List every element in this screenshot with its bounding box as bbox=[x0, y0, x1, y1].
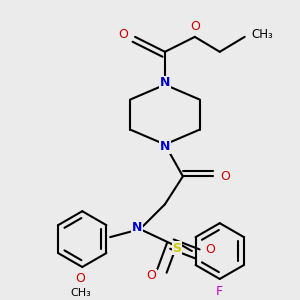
Text: O: O bbox=[146, 269, 156, 283]
Text: N: N bbox=[132, 221, 142, 234]
Text: CH₃: CH₃ bbox=[70, 288, 91, 298]
Text: N: N bbox=[160, 76, 170, 89]
Text: O: O bbox=[75, 272, 85, 286]
Text: S: S bbox=[172, 242, 182, 255]
Text: O: O bbox=[118, 28, 128, 41]
Text: O: O bbox=[205, 243, 215, 256]
Text: F: F bbox=[216, 285, 223, 298]
Text: N: N bbox=[160, 140, 170, 153]
Text: O: O bbox=[220, 170, 230, 183]
Text: CH₃: CH₃ bbox=[252, 28, 274, 41]
Text: O: O bbox=[190, 20, 200, 33]
